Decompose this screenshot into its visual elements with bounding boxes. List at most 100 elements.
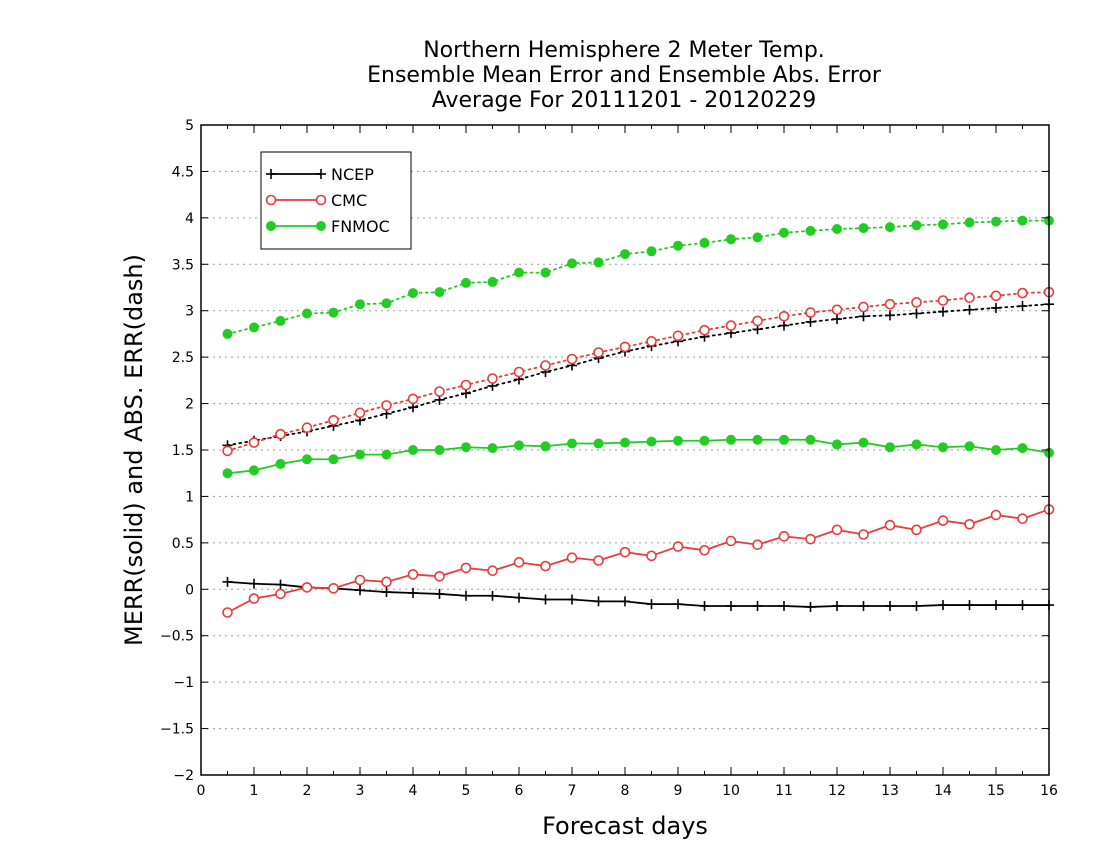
data-point: [911, 524, 922, 536]
x-tick-label: 15: [987, 783, 1005, 799]
data-point: [434, 287, 445, 298]
data-point: [222, 576, 233, 587]
data-point: [540, 560, 551, 572]
y-tick-label: 0.5: [172, 536, 194, 552]
data-point: [752, 434, 763, 445]
data-point: [461, 590, 471, 601]
data-point: [619, 546, 631, 558]
y-tick-label: 2.5: [172, 350, 194, 366]
data-point: [964, 600, 975, 611]
series-line: [227, 580, 1049, 608]
y-tick-label: −2: [173, 768, 194, 784]
data-point: [1017, 600, 1028, 611]
data-point: [434, 570, 445, 582]
chart-title-line-3: Average For 20111201 - 20120229: [431, 88, 817, 113]
data-point: [672, 330, 684, 342]
legend-entry-ncep: NCEP: [266, 165, 374, 184]
data-point: [938, 442, 948, 453]
y-tick-label: 3.5: [172, 257, 194, 273]
y-axis: −2 −1.5 −1 −0.5 0 0.5 1 1.5 2 2.5 3 3.5 4 4.5 5: [160, 118, 1049, 784]
data-point: [699, 237, 710, 248]
data-point: [408, 588, 418, 598]
data-point: [805, 307, 816, 318]
series-ncep-dotted: [222, 299, 1054, 451]
series-cmc-dotted: [222, 286, 1055, 457]
data-point: [832, 224, 842, 234]
data-point: [726, 434, 736, 445]
data-point: [248, 593, 260, 604]
data-point: [752, 232, 763, 243]
data-point: [778, 310, 790, 322]
series-line: [227, 438, 1050, 475]
data-point: [301, 582, 313, 593]
data-point: [885, 601, 895, 611]
data-point: [249, 578, 259, 589]
x-tick-label: 12: [828, 783, 846, 799]
data-point: [301, 422, 313, 434]
data-point: [673, 435, 683, 446]
data-point: [619, 341, 631, 353]
data-point: [540, 267, 551, 278]
data-point: [938, 219, 948, 230]
data-point: [540, 360, 551, 371]
data-point: [964, 441, 975, 452]
data-point: [990, 290, 1002, 302]
data-point: [911, 439, 922, 450]
data-point: [487, 443, 498, 454]
chart-title-line-1: Northern Hemisphere 2 Meter Temp.: [423, 38, 825, 63]
series-ncep-solid: [222, 576, 1054, 612]
data-point: [832, 314, 842, 325]
data-point: [540, 594, 551, 605]
data-point: [567, 594, 577, 605]
legend-entry-fnmoc: FNMOC: [266, 217, 390, 236]
data-point: [513, 366, 525, 378]
data-point: [328, 583, 339, 594]
data-point: [991, 445, 1001, 455]
data-point: [514, 440, 524, 451]
data-point: [222, 468, 233, 479]
data-point: [699, 601, 710, 611]
data-point: [911, 308, 922, 319]
data-point: [328, 414, 339, 426]
data-point: [567, 438, 577, 449]
data-point: [408, 445, 418, 455]
data-point: [381, 298, 392, 309]
data-point: [832, 601, 842, 611]
legend-marker: [266, 169, 276, 179]
data-point: [275, 458, 286, 469]
data-point: [355, 449, 365, 460]
data-point: [646, 550, 657, 562]
data-point: [460, 379, 472, 391]
x-tick-label: 16: [1040, 783, 1058, 799]
legend-marker: [315, 194, 327, 206]
data-point: [964, 292, 975, 304]
x-tick-label: 2: [303, 783, 312, 799]
data-point: [911, 297, 922, 308]
y-tick-label: 1.5: [172, 443, 194, 459]
y-tick-label: −1: [173, 675, 194, 691]
data-point: [858, 311, 869, 322]
data-point: [805, 601, 816, 612]
data-point: [699, 324, 710, 336]
data-point: [752, 601, 763, 611]
x-axis-label: Forecast days: [542, 812, 708, 840]
data-point: [938, 306, 948, 317]
data-point: [1017, 301, 1028, 312]
data-point: [885, 222, 895, 233]
data-point: [991, 600, 1001, 611]
data-point: [487, 276, 498, 287]
data-point: [725, 535, 737, 547]
series-line: [226, 303, 1050, 447]
data-point: [884, 298, 896, 310]
data-point: [726, 601, 736, 611]
data-point: [726, 234, 736, 245]
data-point: [858, 601, 869, 611]
data-point: [620, 249, 630, 260]
data-point: [275, 588, 286, 600]
y-tick-label: 2: [185, 397, 194, 413]
data-point: [1017, 287, 1028, 299]
data-point: [1017, 215, 1028, 226]
data-point: [805, 533, 816, 545]
legend-label: FNMOC: [331, 217, 390, 236]
